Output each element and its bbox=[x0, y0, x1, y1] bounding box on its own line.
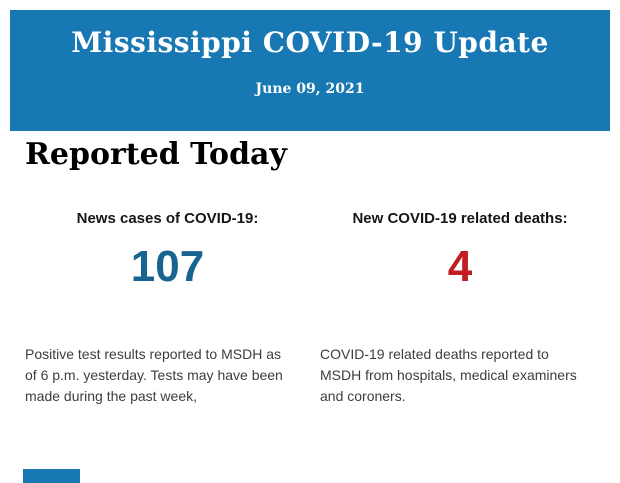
deaths-label: New COVID-19 related deaths: bbox=[352, 210, 568, 227]
new-cases-value: 107 bbox=[130, 241, 205, 291]
next-section-blue-fragment bbox=[23, 469, 80, 483]
newsletter-title: Mississippi COVID-19 Update bbox=[71, 26, 549, 59]
new-cases-label: News cases of COVID-19: bbox=[76, 210, 259, 227]
newsletter-date: June 09, 2021 bbox=[255, 80, 365, 97]
stat-related-deaths: New COVID-19 related deaths: 4 COVID-19 … bbox=[320, 210, 600, 407]
section-heading-reported-today: Reported Today bbox=[25, 137, 287, 172]
new-cases-description: Positive test results reported to MSDH a… bbox=[25, 345, 283, 404]
stat-new-cases: News cases of COVID-19: 107 Positive tes… bbox=[25, 210, 310, 407]
deaths-description: COVID-19 related deaths reported to MSDH… bbox=[320, 345, 577, 404]
newsletter-header-band: Mississippi COVID-19 Update June 09, 202… bbox=[10, 10, 610, 131]
deaths-value: 4 bbox=[447, 241, 473, 291]
